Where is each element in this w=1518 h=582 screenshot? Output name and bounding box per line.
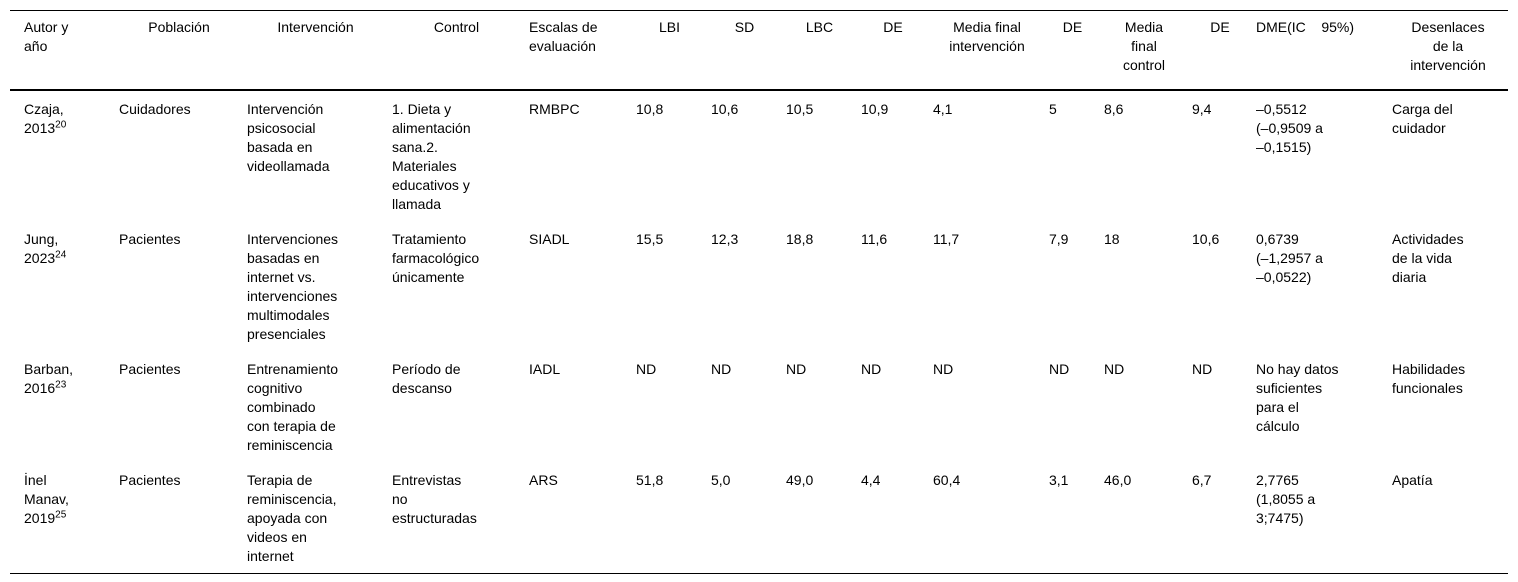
column-header-sd: SD — [707, 10, 782, 91]
cell-de-1: ND — [861, 361, 882, 377]
author-name: Jung, 2023 — [24, 231, 59, 266]
cell-de-1: 11,6 — [861, 231, 888, 247]
column-header-poblacion: Población — [115, 10, 243, 91]
cell-intervencion: Entrenamiento cognitivo combinado con te… — [247, 361, 339, 453]
column-header-media-final-control: Media final control — [1100, 10, 1188, 91]
cell-dme: 2,7765 (1,8055 a 3;7475) — [1256, 472, 1316, 526]
cell-intervencion: Terapia de reminiscencia, apoyada con vi… — [247, 472, 337, 564]
cell-escala: ARS — [529, 472, 558, 488]
cell-control: Tratamiento farmacológico únicamente — [392, 231, 480, 285]
cell-lbi: 51,8 — [636, 472, 664, 488]
cell-lbc: ND — [786, 361, 807, 377]
cell-dme: –0,5512 (–0,9509 a –0,1515) — [1256, 101, 1323, 155]
table-header: Autor y año Población Intervención Contr… — [10, 10, 1508, 91]
reference-superscript: 24 — [55, 249, 67, 261]
cell-desenlaces: Carga del cuidador — [1392, 101, 1453, 136]
cell-sd: 10,6 — [711, 101, 739, 117]
cell-control: 1. Dieta y alimentación sana.2. Material… — [392, 101, 471, 212]
table-row-jung-2023: Jung, 202324 Pacientes Intervenciones ba… — [10, 221, 1508, 351]
column-header-dme-ic-95: DME(IC 95%) — [1252, 10, 1388, 91]
cell-desenlaces: Habilidades funcionales — [1392, 361, 1466, 396]
column-header-de-2: DE — [1045, 10, 1100, 91]
cell-de-2: ND — [1049, 361, 1070, 377]
cell-poblacion: Pacientes — [119, 231, 181, 247]
cell-media-final-control: 18 — [1104, 231, 1120, 247]
reference-superscript: 25 — [55, 509, 67, 521]
cell-dme: No hay datos suficientes para el cálculo — [1256, 361, 1339, 434]
column-header-intervencion: Intervención — [243, 10, 388, 91]
cell-de-3: 6,7 — [1192, 472, 1212, 488]
cell-intervencion: Intervenciones basadas en internet vs. i… — [247, 231, 339, 342]
author-name: İnel Manav, 2019 — [24, 472, 69, 526]
cell-sd: 12,3 — [711, 231, 739, 247]
column-header-lbc: LBC — [782, 10, 857, 91]
cell-media-final-intervencion: 4,1 — [933, 101, 953, 117]
cell-escala: IADL — [529, 361, 561, 377]
column-header-lbi: LBI — [632, 10, 707, 91]
cell-sd: ND — [711, 361, 732, 377]
cell-media-final-control: ND — [1104, 361, 1125, 377]
column-header-de-3: DE — [1188, 10, 1252, 91]
cell-lbc: 18,8 — [786, 231, 814, 247]
cell-lbi: 15,5 — [636, 231, 664, 247]
column-header-escalas-de-evaluacion: Escalas de evaluación — [525, 10, 632, 91]
cell-autor-y-ano: Czaja, 201320 — [10, 90, 115, 221]
cell-control: Entrevistas no estructuradas — [392, 472, 477, 526]
cell-poblacion: Pacientes — [119, 472, 181, 488]
cell-desenlaces: Apatía — [1392, 472, 1433, 488]
evidence-table: Autor y año Población Intervención Contr… — [10, 10, 1508, 574]
cell-escala: SIADL — [529, 231, 570, 247]
header-row: Autor y año Población Intervención Contr… — [10, 10, 1508, 91]
cell-desenlaces: Actividades de la vida diaria — [1392, 231, 1464, 285]
author-name: Czaja, 2013 — [24, 101, 64, 136]
column-header-desenlaces: Desenlaces de la intervención — [1388, 10, 1508, 91]
cell-lbi: 10,8 — [636, 101, 664, 117]
author-name: Barban, 2016 — [24, 361, 74, 396]
column-header-control: Control — [388, 10, 525, 91]
reference-superscript: 20 — [55, 119, 67, 131]
column-header-media-final-intervencion: Media final intervención — [929, 10, 1045, 91]
cell-control: Período de descanso — [392, 361, 461, 396]
table-row-inel-manav-2019: İnel Manav, 201925 Pacientes Terapia de … — [10, 462, 1508, 574]
cell-de-3: 9,4 — [1192, 101, 1212, 117]
cell-de-3: 10,6 — [1192, 231, 1220, 247]
table-row-czaja-2013: Czaja, 201320 Cuidadores Intervención ps… — [10, 90, 1508, 221]
table-body: Czaja, 201320 Cuidadores Intervención ps… — [10, 90, 1508, 574]
column-header-de-1: DE — [857, 10, 929, 91]
table-row-barban-2016: Barban, 201623 Pacientes Entrenamiento c… — [10, 351, 1508, 462]
cell-autor-y-ano: Jung, 202324 — [10, 221, 115, 351]
cell-media-final-control: 8,6 — [1104, 101, 1124, 117]
cell-de-1: 10,9 — [861, 101, 889, 117]
column-header-autor-y-ano: Autor y año — [10, 10, 115, 91]
cell-lbc: 10,5 — [786, 101, 814, 117]
cell-intervencion: Intervención psicosocial basada en video… — [247, 101, 330, 174]
cell-escala: RMBPC — [529, 101, 580, 117]
cell-de-1: 4,4 — [861, 472, 881, 488]
cell-de-2: 7,9 — [1049, 231, 1069, 247]
cell-autor-y-ano: İnel Manav, 201925 — [10, 462, 115, 574]
cell-autor-y-ano: Barban, 201623 — [10, 351, 115, 462]
cell-lbi: ND — [636, 361, 657, 377]
cell-poblacion: Cuidadores — [119, 101, 191, 117]
cell-media-final-control: 46,0 — [1104, 472, 1132, 488]
cell-media-final-intervencion: ND — [933, 361, 954, 377]
reference-superscript: 23 — [55, 379, 67, 391]
cell-lbc: 49,0 — [786, 472, 814, 488]
cell-de-2: 3,1 — [1049, 472, 1069, 488]
cell-dme: 0,6739 (–1,2957 a –0,0522) — [1256, 231, 1323, 285]
cell-de-3: ND — [1192, 361, 1213, 377]
cell-media-final-intervencion: 60,4 — [933, 472, 961, 488]
cell-de-2: 5 — [1049, 101, 1057, 117]
cell-media-final-intervencion: 11,7 — [933, 231, 960, 247]
cell-poblacion: Pacientes — [119, 361, 181, 377]
cell-sd: 5,0 — [711, 472, 731, 488]
